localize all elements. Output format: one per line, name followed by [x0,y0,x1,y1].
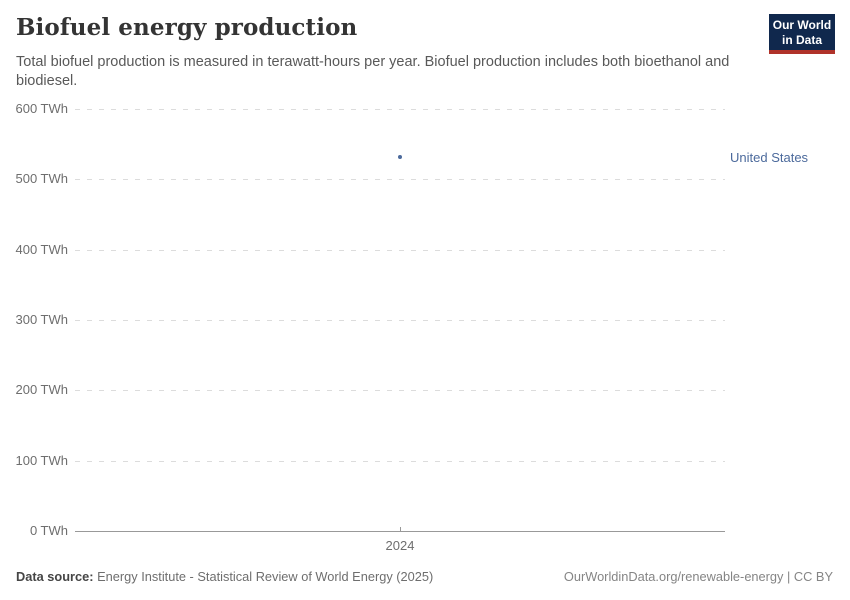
y-tick-label: 300 TWh [15,312,68,327]
y-gridline [75,249,725,251]
y-gridline [75,109,725,110]
y-tick-label: 200 TWh [15,382,68,398]
data-source-label: Data source: [16,569,94,584]
owid-logo-line1: Our World [772,18,832,32]
x-tick-mark [400,527,401,532]
y-gridline [75,179,725,181]
y-tick-label: 500 TWh [15,171,68,187]
data-source-text: Energy Institute - Statistical Review of… [93,569,434,584]
data-source: Data source: Energy Institute - Statisti… [16,569,433,584]
owid-logo[interactable]: Our World in Data [769,14,835,54]
y-gridline [75,460,725,462]
y-tick-label: 600 TWh [15,101,68,116]
page-title: Biofuel energy production [16,14,358,41]
footer-credit[interactable]: OurWorldinData.org/renewable-energy | CC… [563,569,833,584]
owid-logo-line2: in Data [781,33,822,47]
y-gridline [75,390,725,392]
y-gridline [75,320,725,321]
page-subtitle: Total biofuel production is measured in … [16,54,730,90]
x-tick-label: 2024 [385,538,415,553]
series-label[interactable]: United States [730,149,809,165]
y-tick-label: 400 TWh [15,241,68,257]
y-tick-label: 0 TWh [29,523,68,538]
y-tick-label: 100 TWh [15,452,68,468]
data-point[interactable] [398,154,402,159]
